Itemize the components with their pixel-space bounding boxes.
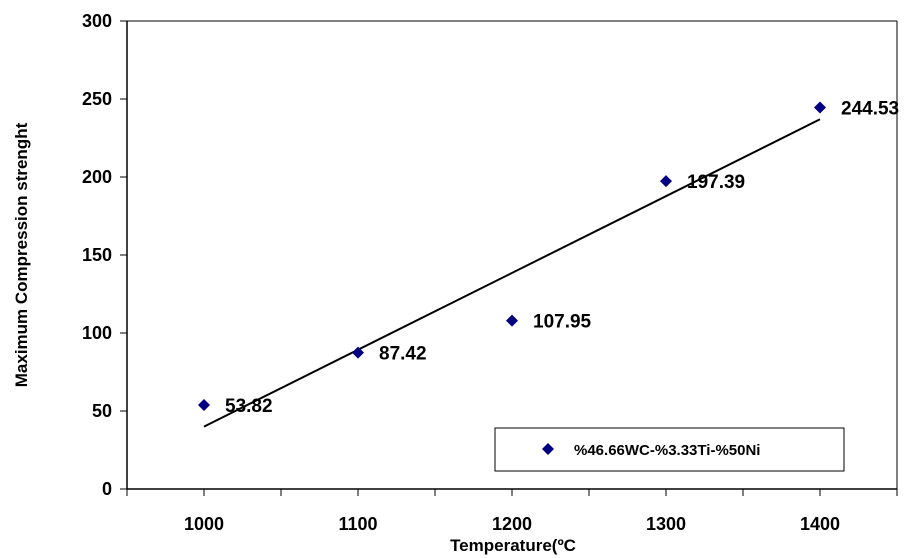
y-tick-label: 200 xyxy=(82,167,112,187)
data-points xyxy=(198,101,826,412)
trendline-group xyxy=(203,118,821,428)
legend: %46.66WC-%3.33Ti-%50Ni xyxy=(494,427,845,472)
legend-entry: %46.66WC-%3.33Ti-%50Ni xyxy=(574,442,760,459)
data-label: 244.53 xyxy=(841,99,899,120)
y-tick-label: 300 xyxy=(82,11,112,31)
y-tick-label: 50 xyxy=(92,401,112,421)
x-tick-label: 1100 xyxy=(338,514,377,534)
y-tick-label: 150 xyxy=(82,245,112,265)
trendline xyxy=(203,118,821,428)
data-point xyxy=(506,314,518,327)
x-tick-label: 1000 xyxy=(184,514,224,534)
data-point xyxy=(814,101,826,114)
y-axis-title: Maximum Compression strenght xyxy=(12,122,31,387)
y-tick-label: 250 xyxy=(82,89,112,109)
x-axis: 1000 1100 1200 1300 1400 xyxy=(126,488,898,534)
data-point xyxy=(660,175,672,188)
data-point xyxy=(352,346,364,359)
legend-marker-icon xyxy=(542,443,554,455)
data-label: 107.95 xyxy=(533,312,592,333)
data-label: 53.82 xyxy=(225,396,273,417)
data-label: 197.39 xyxy=(687,172,745,193)
x-tick-label: 1400 xyxy=(800,514,840,534)
y-axis: 0 50 100 150 200 250 300 xyxy=(82,11,128,499)
y-tick-label: 100 xyxy=(82,323,112,343)
data-point xyxy=(198,399,210,412)
y-tick-label: 0 xyxy=(102,479,112,499)
data-labels: 53.82 87.42 107.95 197.39 244.53 xyxy=(225,99,899,418)
x-tick-label: 1300 xyxy=(646,514,686,534)
plot-area xyxy=(127,20,898,489)
data-label: 87.42 xyxy=(379,344,427,365)
x-axis-title: Temperature(ºC xyxy=(450,536,576,555)
x-tick-label: 1200 xyxy=(492,514,532,534)
